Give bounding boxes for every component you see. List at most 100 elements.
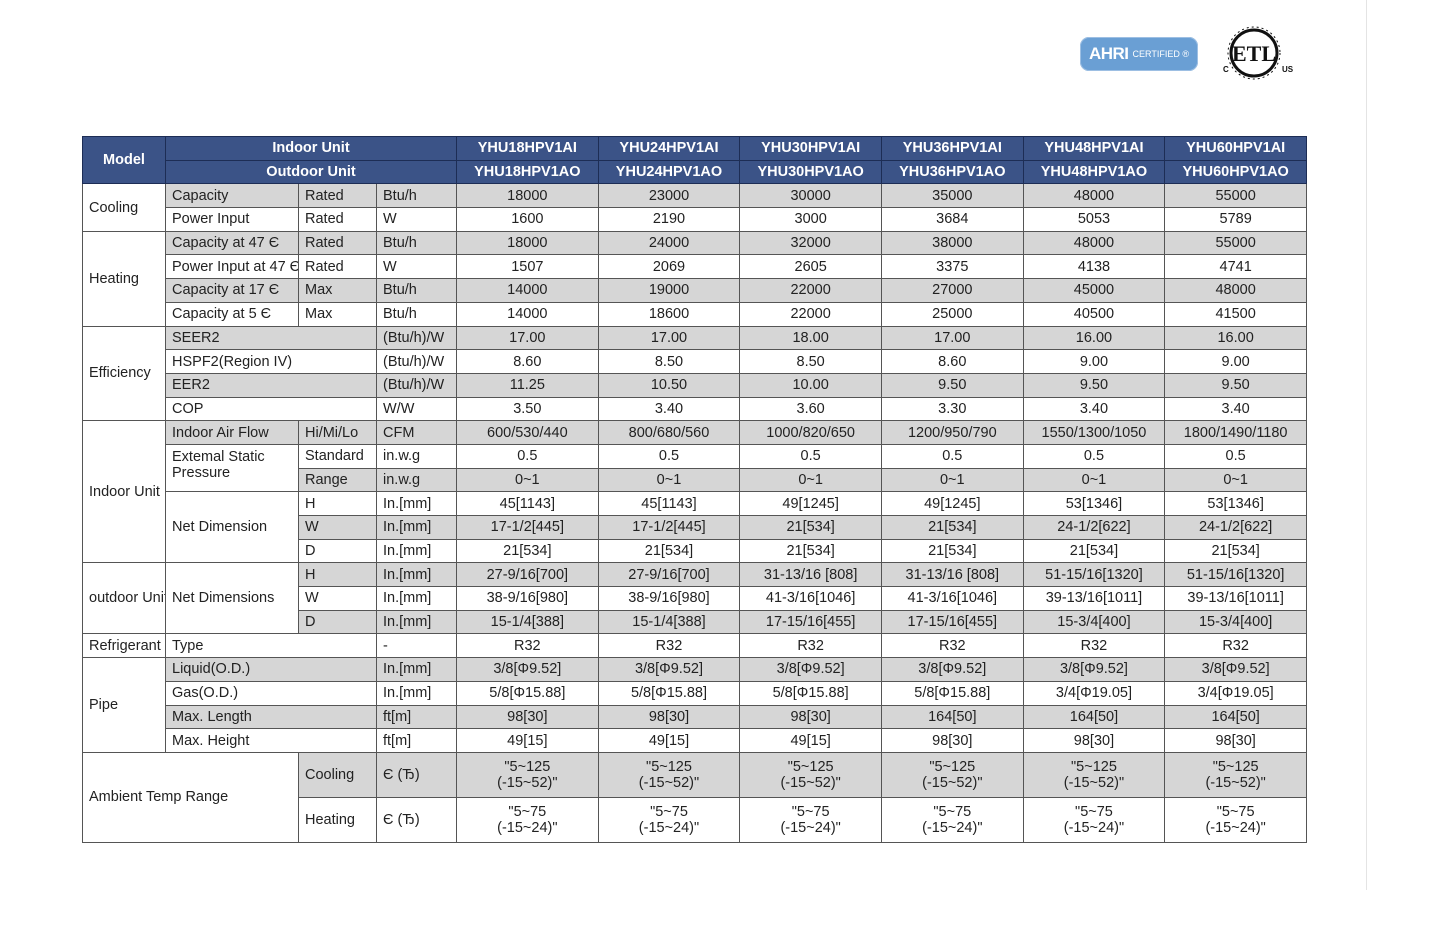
- value-cell: 10.50: [597, 372, 741, 398]
- value-cell: R32: [1164, 633, 1307, 659]
- svg-text:US: US: [1282, 65, 1294, 74]
- value-cell: 17-15/16[455]: [880, 609, 1024, 635]
- value-cell: "5~75 (-15~24)": [880, 796, 1024, 843]
- row-condition: H: [298, 491, 377, 516]
- row-unit: In.[mm]: [376, 491, 457, 516]
- row-unit: W: [376, 207, 457, 232]
- value-cell: 4138: [1022, 254, 1166, 280]
- row-unit: Btu/h: [376, 301, 457, 327]
- svg-text:ETL: ETL: [1232, 41, 1276, 66]
- value-cell: 39-13/16[1011]: [1164, 586, 1307, 611]
- value-cell: 8.60: [456, 349, 599, 374]
- value-cell: 1507: [456, 254, 599, 280]
- table-row: Capacity at 5 Є Max Btu/h 14000 18600 22000 25…: [83, 301, 1307, 327]
- row-group-label: Pipe: [82, 657, 166, 753]
- value-cell: 3/8[Φ9.52]: [456, 657, 599, 682]
- table-row: Capacity at 17 Є Max Btu/h 14000 19000 22000 2…: [83, 278, 1307, 303]
- value-cell: 25000: [880, 301, 1024, 327]
- value-cell: 5/8[Φ15.88]: [739, 680, 882, 706]
- row-group-label: outdoor Unit: [82, 562, 166, 635]
- value-cell: 3/8[Φ9.52]: [597, 657, 741, 682]
- outdoor-unit-header: Outdoor Unit: [165, 159, 457, 185]
- outdoor-model: YHU18HPV1AO: [456, 159, 599, 185]
- value-cell: "5~75 (-15~24)": [597, 796, 741, 843]
- value-cell: R32: [456, 633, 599, 659]
- value-cell: 3.40: [1022, 396, 1166, 422]
- indoor-model: YHU60HPV1AI: [1164, 136, 1307, 161]
- value-cell: 38-9/16[980]: [597, 586, 741, 611]
- row-condition: Cooling: [298, 751, 377, 798]
- row-unit: W: [376, 254, 457, 280]
- row-unit: In.[mm]: [376, 657, 457, 682]
- indoor-model: YHU48HPV1AI: [1022, 136, 1166, 161]
- value-cell: 2605: [739, 254, 882, 280]
- value-cell: 27-9/16[700]: [597, 562, 741, 588]
- value-cell: 98[30]: [739, 704, 882, 730]
- value-cell: 18000: [456, 230, 599, 256]
- value-cell: 2069: [597, 254, 741, 280]
- value-cell: 14000: [456, 278, 599, 303]
- row-unit: Btu/h: [376, 183, 457, 209]
- value-cell: 8.50: [597, 349, 741, 374]
- value-cell: 1000/820/650: [739, 420, 882, 445]
- value-cell: 21[534]: [456, 538, 599, 564]
- row-condition: Range: [298, 467, 377, 493]
- value-cell: 17.00: [456, 325, 599, 351]
- row-condition: Standard: [298, 443, 377, 469]
- value-cell: 3000: [739, 207, 882, 232]
- row-label: Power Input: [165, 207, 299, 232]
- value-cell: 18000: [456, 183, 599, 209]
- table-row: Range in.w.g 0~1 0~1 0~1 0~1 0~1 0~1: [83, 467, 1307, 493]
- table-row: Indoor Unit Indoor Air Flow Hi/Mi/Lo CFM 600…: [82, 420, 1307, 564]
- row-condition: Rated: [298, 207, 377, 232]
- row-label: Net Dimension: [165, 491, 299, 564]
- row-label: EER2: [165, 372, 377, 398]
- row-unit: In.[mm]: [376, 609, 457, 635]
- etl-listed-logo: ETL C US: [1223, 26, 1294, 80]
- row-label: Max. Height: [165, 728, 377, 753]
- value-cell: 0~1: [597, 467, 741, 493]
- value-cell: 3/8[Φ9.52]: [880, 657, 1024, 682]
- value-cell: R32: [739, 633, 882, 659]
- value-cell: 51-15/16[1320]: [1022, 562, 1166, 588]
- value-cell: 3.60: [739, 396, 882, 422]
- outdoor-model: YHU30HPV1AO: [739, 159, 882, 185]
- value-cell: 24-1/2[622]: [1164, 515, 1307, 540]
- table-row: Heating Capacity at 47 Є Rated Btu/h 18000 24…: [82, 230, 1307, 327]
- value-cell: 16.00: [1164, 325, 1307, 351]
- row-unit: In.[mm]: [376, 680, 457, 706]
- row-label: SEER2: [165, 325, 377, 351]
- value-cell: 600/530/440: [456, 420, 599, 445]
- value-cell: 3/8[Φ9.52]: [1164, 657, 1307, 682]
- row-unit: (Btu/h)/W: [376, 372, 457, 398]
- value-cell: 51-15/16[1320]: [1164, 562, 1307, 588]
- value-cell: "5~125 (-15~52)": [880, 751, 1024, 798]
- row-group-label: Heating: [82, 230, 166, 327]
- row-condition: Max: [298, 301, 377, 327]
- value-cell: 0.5: [1164, 443, 1307, 469]
- value-cell: 9.50: [1164, 372, 1307, 398]
- value-cell: 27-9/16[700]: [456, 562, 599, 588]
- value-cell: 49[15]: [597, 728, 741, 753]
- indoor-unit-header: Indoor Unit: [165, 136, 457, 161]
- row-unit: In.[mm]: [376, 586, 457, 611]
- value-cell: "5~75 (-15~24)": [1164, 796, 1307, 843]
- table-row: Pipe Liquid(O.D.) In.[mm] 3/8[Φ9.52] 3/8[Φ9.…: [82, 657, 1307, 753]
- value-cell: 18600: [597, 301, 741, 327]
- indoor-model: YHU18HPV1AI: [456, 136, 599, 161]
- value-cell: 5789: [1164, 207, 1307, 232]
- row-group-label: Efficiency: [82, 325, 166, 422]
- ahri-certified-text: CERTIFIED ®: [1132, 49, 1190, 59]
- table-row: Net Dimension H In.[mm] 45[1143] 45[1143] 49[…: [83, 491, 1307, 564]
- value-cell: 98[30]: [1022, 728, 1166, 753]
- value-cell: R32: [1022, 633, 1166, 659]
- value-cell: 53[1346]: [1022, 491, 1166, 516]
- value-cell: 53[1346]: [1164, 491, 1307, 516]
- value-cell: 48000: [1022, 230, 1166, 256]
- value-cell: 41-3/16[1046]: [739, 586, 882, 611]
- value-cell: 48000: [1022, 183, 1166, 209]
- row-condition: Rated: [298, 183, 377, 209]
- table-row: Max. Length ft[m] 98[30] 98[30] 98[30] 164[50…: [83, 704, 1307, 730]
- value-cell: 3/8[Φ9.52]: [739, 657, 882, 682]
- value-cell: 800/680/560: [597, 420, 741, 445]
